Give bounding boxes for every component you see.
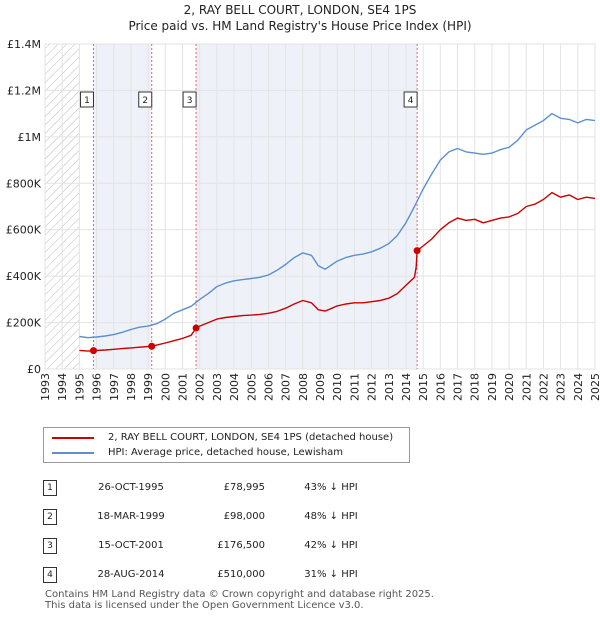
x-tick-label: 2015	[417, 373, 430, 401]
sale-price: £510,000	[217, 569, 265, 580]
table-row: 1 26-OCT-1995 £78,995 43% ↓ HPI	[43, 473, 397, 502]
price-chart: 1 2 3 4 £0 £200K £400K £600K £800K £1M £1.2M £1.4M…	[6, 38, 600, 401]
x-tick-label: 2017	[452, 373, 465, 401]
table-row: 4 28-AUG-2014 £510,000 31% ↓ HPI	[43, 560, 397, 589]
x-tick-label: 2018	[469, 373, 482, 401]
chart-subtitle: Price paid vs. HM Land Registry's House …	[128, 19, 472, 33]
x-tick-label: 2001	[177, 373, 190, 401]
sale-number: 2	[43, 508, 57, 525]
x-tick-label: 1993	[39, 373, 52, 401]
x-tick-label: 1997	[108, 373, 121, 401]
y-tick-label: £600K	[6, 224, 42, 237]
footer-license: This data is licensed under the Open Gov…	[45, 600, 364, 611]
sale-number: 3	[43, 537, 57, 554]
sale-number: 1	[43, 479, 57, 496]
hpi-series-line	[79, 112, 596, 339]
x-tick-label: 2000	[159, 373, 172, 401]
sale-4-label: 4	[408, 96, 414, 106]
footer-copyright: Contains HM Land Registry data © Crown c…	[45, 589, 434, 600]
sale-2-label-box	[138, 91, 153, 108]
legend-hpi-swatch	[52, 451, 94, 454]
x-tick-label: 2002	[194, 373, 207, 401]
x-tick-label: 2008	[297, 373, 310, 401]
y-tick-label: £1M	[18, 131, 42, 144]
sale-date: 18-MAR-1999	[97, 511, 165, 522]
sale-hpi-diff: 43% ↓ HPI	[304, 482, 358, 493]
x-tick-label: 1999	[142, 373, 155, 401]
sale-hpi-diff: 42% ↓ HPI	[304, 540, 358, 551]
sale-date: 26-OCT-1995	[98, 482, 164, 493]
x-tick-label: 2006	[262, 373, 275, 401]
y-tick-label: £1.4M	[7, 38, 41, 51]
y-tick-label: £400K	[6, 270, 42, 283]
y-tick-label: £0	[27, 363, 41, 376]
price-series-line	[79, 191, 596, 352]
y-tick-label: £200K	[6, 317, 42, 330]
table-row: 3 15-OCT-2001 £176,500 42% ↓ HPI	[43, 531, 397, 560]
legend-hpi-label: HPI: Average price, detached house, Lewi…	[108, 447, 344, 458]
x-tick-label: 2004	[228, 373, 241, 401]
sale-1-label: 1	[84, 96, 90, 106]
sale-hpi-diff: 31% ↓ HPI	[304, 569, 358, 580]
x-tick-label: 2007	[280, 373, 293, 401]
sale-price: £78,995	[223, 482, 265, 493]
y-tick-label: £800K	[6, 177, 42, 190]
x-tick-label: 1996	[91, 373, 104, 401]
x-tick-label: 1994	[56, 373, 69, 401]
x-tick-label: 2024	[572, 373, 585, 401]
x-tick-label: 2012	[366, 373, 379, 401]
x-tick-label: 2025	[589, 373, 600, 401]
chart-title: 2, RAY BELL COURT, LONDON, SE4 1PS	[183, 3, 417, 17]
sale-price: £98,000	[223, 511, 265, 522]
sale-2-point	[148, 342, 156, 350]
sale-1-label-box	[79, 91, 94, 108]
sale-3-label: 3	[187, 96, 193, 106]
legend-price-swatch	[52, 436, 94, 439]
x-tick-label: 2005	[245, 373, 258, 401]
sale-4-label-box	[403, 91, 418, 108]
sale-2-label: 2	[142, 96, 148, 106]
y-tick-label: £1.2M	[7, 84, 41, 97]
x-tick-label: 2016	[434, 373, 447, 401]
legend-item-price: 2, RAY BELL COURT, LONDON, SE4 1PS (deta…	[52, 432, 393, 443]
sale-1-point	[89, 347, 97, 355]
sale-3-label-box	[182, 91, 197, 108]
x-tick-label: 1995	[73, 373, 86, 401]
x-tick-label: 2023	[555, 373, 568, 401]
legend: 2, RAY BELL COURT, LONDON, SE4 1PS (deta…	[43, 427, 410, 463]
x-tick-label: 2014	[400, 373, 413, 401]
sale-date: 15-OCT-2001	[98, 540, 164, 551]
legend-price-label: 2, RAY BELL COURT, LONDON, SE4 1PS (deta…	[108, 432, 394, 443]
x-tick-label: 2009	[314, 373, 327, 401]
x-tick-label: 2013	[383, 373, 396, 401]
x-tick-label: 2011	[348, 373, 361, 401]
x-tick-label: 2021	[520, 373, 533, 401]
legend-item-hpi: HPI: Average price, detached house, Lewi…	[52, 447, 343, 458]
sale-number: 4	[43, 566, 57, 583]
ownership-shade	[196, 44, 418, 369]
x-tick-label: 1998	[125, 373, 138, 401]
sales-table: 1 26-OCT-1995 £78,995 43% ↓ HPI 2 18-MAR…	[43, 473, 397, 589]
x-tick-label: 2003	[211, 373, 224, 401]
x-tick-label: 2020	[503, 373, 516, 401]
x-tick-label: 2019	[486, 373, 499, 401]
table-row: 2 18-MAR-1999 £98,000 48% ↓ HPI	[43, 502, 397, 531]
sale-4-point	[413, 247, 421, 255]
sale-date: 28-AUG-2014	[97, 569, 165, 580]
x-tick-label: 2010	[331, 373, 344, 401]
x-tick-label: 2022	[537, 373, 550, 401]
sale-hpi-diff: 48% ↓ HPI	[304, 511, 358, 522]
sale-3-point	[192, 324, 200, 332]
sale-price: £176,500	[217, 540, 265, 551]
